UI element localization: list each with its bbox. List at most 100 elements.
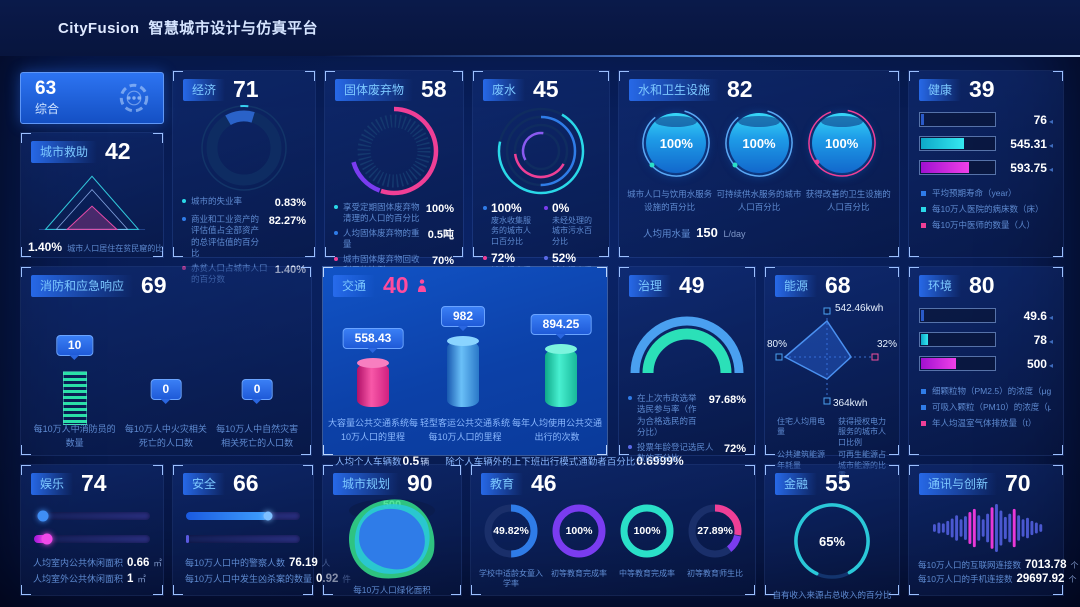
- indicator-label: 每10万人中自然灾害相关死亡的人口数: [216, 424, 299, 449]
- panel-economy: 经济 71 城市的失业率 0.83% 商业和工业资产的评估值占全部资产的总评估值的…: [172, 70, 316, 284]
- slider-knob[interactable]: [263, 511, 273, 521]
- governance-legend: 在上次市政选举选民参与率（作为合格选民的百分比） 97.68% 投票年龄登记选民人…: [619, 393, 755, 465]
- panel-title-water: 水和卫生设施: [629, 78, 720, 101]
- panel-header: 经济 71: [173, 71, 315, 103]
- panel-city-rescue: 城市救助 42 1.40% 城市人口居住在贫民窟的比例: [20, 132, 164, 258]
- slider-knob[interactable]: [41, 533, 53, 545]
- footer-stat: 除个人车辆外的上下班出行模式通勤者百分比0.6999%: [445, 454, 684, 468]
- footer-value: 0.5: [402, 453, 420, 468]
- panel-telecom-innovation: 通讯与创新 70 每10万人口的互联网连接数 7013.78 个 每10万人口的手机…: [908, 464, 1079, 596]
- homicide-count-slider[interactable]: [186, 535, 300, 543]
- rescue-stat: 1.40% 城市人口居住在贫民窟的比例: [21, 236, 163, 254]
- telecom-stats: 每10万人口的互联网连接数 7013.78 个 每10万人口的手机连接数 29697.…: [909, 559, 1079, 585]
- panel-score-traffic: 40: [383, 272, 409, 298]
- value-badge: 0: [150, 379, 182, 404]
- bar-track: [919, 136, 996, 151]
- legend-bullet: [628, 444, 632, 449]
- indicator: 0 每10万人中火灾相关死亡的人口数: [120, 299, 211, 451]
- liquid-arc: [642, 109, 711, 177]
- panel-solid-waste: 固体废弃物 58 享受定期固体废弃物清理的人口的百分比 100% 人均固体废弃物的…: [324, 70, 464, 275]
- donut-value: 100%: [633, 525, 661, 537]
- slider-knob[interactable]: [37, 510, 49, 522]
- slider-fill: [186, 535, 190, 543]
- recreation-stats: 人均室内公共休闲面积 0.66 ㎡ 人均室外公共休闲面积 1 ㎡: [21, 556, 163, 585]
- liquid-arc: [725, 109, 793, 177]
- stat-unit: ㎡: [137, 574, 146, 584]
- panel-header: 交通 40: [323, 267, 607, 299]
- governance-gauge-chart: [630, 316, 744, 374]
- axis-value-right: 32%: [876, 339, 897, 350]
- legend-value: 70%: [431, 254, 454, 267]
- legend-item: 细颗粒物（PM2.5）的浓度（μg/m³）: [921, 385, 1051, 397]
- outdoor-area-slider[interactable]: [34, 533, 150, 545]
- liquid-fill: [811, 113, 872, 173]
- stat-label: 每10万人口的互联网连接数: [918, 560, 1021, 570]
- stat-value: 1: [127, 573, 134, 585]
- bar-fill: [921, 138, 964, 149]
- legend-bullet: [483, 206, 487, 210]
- panel-title-planning: 城市规划: [333, 472, 400, 495]
- traffic-cylinder-chart: 558.43 982 894.25: [323, 301, 607, 407]
- radar-svg: [775, 307, 879, 405]
- person-icon: [417, 279, 426, 292]
- bar-label: 轻型客运公共交通系统每10万人口的里程: [419, 418, 510, 442]
- value-badge: 558.43: [342, 328, 404, 353]
- legend-bullet: [334, 205, 338, 209]
- legend-bullet: [483, 256, 487, 261]
- legend-label: 获得授权电力服务的城市人口比例: [838, 417, 886, 447]
- legend-item: 可吸入颗粒（PM10）的浓度（μg/m³）: [921, 401, 1051, 413]
- stat-line: 人均室外公共休闲面积 1 ㎡: [33, 572, 151, 585]
- legend-bullet: [182, 216, 186, 221]
- panel-header: 城市救助 42: [21, 133, 163, 165]
- cylinder-bar: [447, 336, 479, 407]
- overall-score-block: 63 综合: [35, 79, 59, 117]
- app-header: CityFusion 智慧城市设计与仿真平台: [0, 0, 1080, 56]
- bar-track: [919, 112, 996, 127]
- bar-row: 78: [919, 332, 1053, 347]
- bar-value: 500: [1003, 357, 1053, 371]
- legend-bullet: [544, 256, 548, 261]
- panel-header: 城市规划 90: [323, 465, 461, 497]
- liquid-gauge: 100%: [723, 107, 795, 179]
- panel-finance: 金融 55 65% 自有收入来源占总收入的百分比: [764, 464, 900, 600]
- panel-score-health: 39: [969, 76, 995, 102]
- donut-value: 49.82%: [493, 525, 529, 537]
- liquid-fill: [728, 113, 789, 173]
- stat-value: 100%: [491, 201, 522, 215]
- education-donuts: 49.82% 100% 100% 27.89%: [471, 497, 755, 562]
- donut-gauge: 49.82%: [480, 500, 542, 562]
- stat-item: 100% 废水收集服务的城市人口百分比: [483, 201, 538, 250]
- circle-label: 可持续供水服务的城市人口百分比: [716, 189, 802, 212]
- donut-value: 27.89%: [697, 525, 733, 537]
- panel-title-safety: 安全: [183, 472, 226, 495]
- legend-item: 城市的失业率 0.83%: [182, 196, 306, 211]
- panel-title-wastewater: 废水: [483, 78, 526, 101]
- environment-legend: 细颗粒物（PM2.5）的浓度（μg/m³） 可吸入颗粒（PM10）的浓度（μg/…: [909, 385, 1063, 429]
- stat-value: 76.19: [289, 557, 318, 569]
- indoor-area-slider[interactable]: [34, 510, 150, 522]
- legend-item: 商业和工业资产的评估值占全部资产的总评估值的百分比 82.27%: [182, 214, 306, 260]
- traffic-footer: 人均个人车辆数0.5辆 除个人车辆外的上下班出行模式通勤者百分比0.6999%: [323, 445, 684, 468]
- panel-title-energy: 能源: [775, 274, 818, 297]
- wastewater-rings-chart: [497, 107, 585, 195]
- panel-score-economy: 71: [233, 76, 259, 102]
- health-bars: 76 545.31 593.75: [909, 112, 1063, 175]
- legend-item: 平均预期寿命（year）: [921, 187, 1051, 199]
- legend-label: 细颗粒物（PM2.5）的浓度（μg/m³）: [932, 386, 1051, 396]
- ring-svg: [794, 503, 870, 579]
- footer-label: 人均用水量: [643, 228, 691, 240]
- liquid-gauge: 100%: [806, 107, 878, 179]
- donut-svg: [484, 504, 538, 558]
- police-count-slider[interactable]: [186, 511, 300, 521]
- stat-line: 每10万人口的互联网连接数 7013.78 个: [918, 559, 1079, 571]
- indicator: 0 每10万人中自然灾害相关死亡的人口数: [211, 299, 302, 451]
- value-badge: 894.25: [530, 314, 592, 339]
- footer-label: 除个人车辆外的上下班出行模式通勤者百分比: [445, 456, 636, 468]
- legend-label: 每10万人医院的病床数（床）: [932, 204, 1044, 214]
- stat-item: 0% 未经处理的城市污水百分比: [544, 201, 599, 250]
- panel-score-recreation: 74: [81, 470, 107, 496]
- slider-fill: [34, 535, 47, 543]
- overall-score-card[interactable]: 63 综合: [20, 72, 164, 124]
- bar-row: 49.6: [919, 308, 1053, 323]
